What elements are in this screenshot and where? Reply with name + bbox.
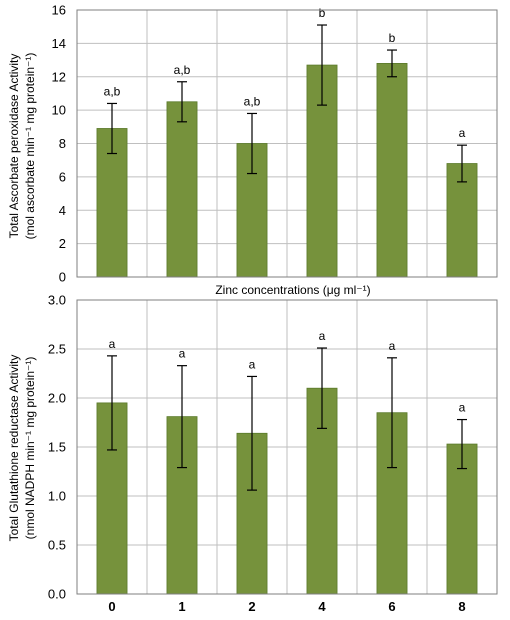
top-y-axis-label-line2: (mol ascorbate min⁻¹ mg protein⁻¹): [23, 53, 37, 240]
top-y-tick-label: 0: [59, 270, 66, 285]
top-y-tick-label: 4: [59, 203, 66, 218]
bot-error-bar-2: [247, 375, 257, 491]
bot-error-bar-6: [387, 357, 397, 469]
top-y-tick-label: 6: [59, 169, 66, 184]
bot-y-tick-label: 2.0: [48, 391, 66, 406]
bot-y-tick-label: 1.5: [48, 440, 66, 455]
bot-x-tick-label: 2: [248, 599, 255, 614]
top-error-bar-2: [247, 112, 257, 175]
top-error-bar-6: [387, 49, 397, 78]
top-bar-6: [376, 63, 408, 278]
bot-x-tick-label: 0: [108, 599, 115, 614]
bot-significance-label: a: [249, 357, 256, 371]
bot-error-bar-0: [107, 355, 117, 451]
top-error-bar-4: [317, 24, 327, 106]
bot-y-tick-label: 2.5: [48, 342, 66, 357]
bot-x-tick-label: 1: [178, 599, 185, 614]
top-y-tick-label: 8: [59, 136, 66, 151]
bot-significance-label: a: [459, 401, 466, 415]
bot-x-tick-label: 4: [318, 599, 326, 614]
top-plot-frame: [76, 9, 498, 278]
bottom-panel-glutathione-reductase: a a a a a a 0.0 0.5 1.0 1.5 2.0 2.5 3.0 0 1 2 4 6 8 Tota…: [7, 293, 498, 614]
bot-bar-8: [446, 443, 478, 595]
bottom-y-axis-label-line1: Total Glutathione reductase Activity: [7, 355, 21, 542]
bot-y-tick-label: 0.5: [48, 538, 66, 553]
top-y-tick-label: 16: [52, 3, 66, 18]
top-significance-label: b: [319, 6, 326, 20]
top-y-tick-label: 14: [52, 36, 66, 51]
top-panel-ascorbate-peroxidase: a,b a,b a,b b b a 0 2 4 6 8 10 12 14 16 Total Ascorba…: [7, 3, 498, 297]
top-bar-1: [166, 101, 198, 278]
top-significance-label: b: [389, 31, 396, 45]
bot-error-bar-8: [457, 418, 467, 470]
top-y-tick-label: 2: [59, 236, 66, 251]
bot-significance-label: a: [389, 339, 396, 353]
top-significance-label: a: [459, 126, 466, 140]
bot-x-tick-label: 6: [388, 599, 395, 614]
top-error-bar-8: [457, 144, 467, 183]
bot-y-tick-label: 3.0: [48, 293, 66, 308]
top-y-tick-label: 10: [52, 103, 66, 118]
bot-error-bar-4: [317, 347, 327, 429]
top-y-axis-label-line1: Total Ascorbate peroxidase Activity: [7, 54, 21, 239]
bottom-y-axis-label-line2: (nmol NADPH min⁻¹ mg protein⁻¹): [23, 357, 37, 540]
bot-y-tick-label: 1.0: [48, 489, 66, 504]
top-significance-label: a,b: [104, 84, 121, 98]
top-error-bar-1: [177, 81, 187, 123]
bot-x-tick-label: 8: [458, 599, 465, 614]
bot-error-bar-1: [177, 365, 187, 469]
bot-significance-label: a: [109, 337, 116, 351]
bot-y-tick-label: 0.0: [48, 587, 66, 602]
top-error-bar-0: [107, 102, 117, 155]
bot-significance-label: a: [179, 347, 186, 361]
bot-significance-label: a: [319, 329, 326, 343]
top-significance-label: a,b: [174, 63, 191, 77]
bottom-plot-frame: [76, 299, 498, 595]
top-significance-label: a,b: [244, 94, 261, 108]
top-y-tick-label: 12: [52, 69, 66, 84]
top-x-axis-label: Zinc concentrations (μg ml⁻¹): [215, 283, 370, 297]
